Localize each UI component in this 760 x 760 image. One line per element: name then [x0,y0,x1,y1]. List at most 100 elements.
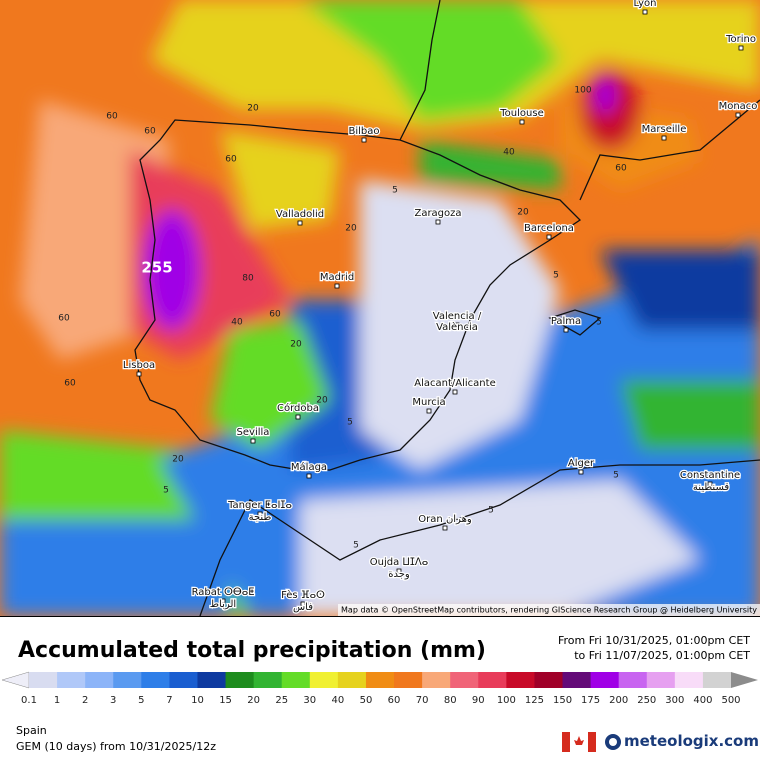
legend-swatch [646,672,676,688]
legend-label: 90 [472,695,485,706]
city-label: طنجة [249,512,272,523]
city-label: Valencia / [433,311,482,322]
city-label: Constantine [680,470,740,481]
legend-label: 80 [444,695,457,706]
city-marker [546,234,552,240]
contour-label: 5 [163,486,169,496]
legend-label: 40 [332,695,345,706]
logo-icon [605,734,621,750]
city-marker [361,137,367,143]
city-label: Fès ⴼⴰⵙ [281,589,325,601]
city-marker [426,408,432,414]
legend-label: 15 [219,695,232,706]
legend-label: 300 [665,695,684,706]
legend-label: 3 [110,695,116,706]
contour-label: 5 [392,186,398,196]
legend-arrow-high [731,672,758,688]
city-label: Oujda ⵡⵊⴷⴰ [370,557,429,568]
contour-label: 40 [503,148,515,158]
legend-label: 5 [138,695,144,706]
contour-label: 60 [615,164,627,174]
city-marker [642,9,648,15]
contour-label: 60 [269,310,281,320]
city-marker [578,469,584,475]
legend-label: 100 [497,695,516,706]
legend-label: 7 [166,695,172,706]
city-label: Lyon [633,0,656,9]
legend-swatch [590,672,620,688]
city-marker [250,438,256,444]
city-marker [136,371,142,377]
city-label: Valladolid [276,209,324,220]
contour-label: 5 [488,506,494,516]
contour-label: 20 [316,396,328,406]
legend-swatch [281,672,311,688]
contour-label: 80 [242,274,254,284]
legend-label: 60 [388,695,401,706]
legend-swatch [534,672,564,688]
legend-swatch [506,672,535,688]
city-label: Palma [551,316,581,327]
city-label: Málaga [291,461,327,473]
region: Spain [16,724,47,737]
city-marker [257,511,263,517]
legend-title: Accumulated total precipitation (mm) [18,638,486,663]
city-label: Madrid [320,272,354,283]
legend-swatch [674,672,704,688]
city-marker [735,112,741,118]
legend-swatch [29,672,58,688]
attribution-box [338,604,760,616]
city-marker [396,568,402,574]
legend-label: 20 [247,695,260,706]
legend-swatch [141,672,170,688]
city-marker [563,327,569,333]
contour-label: 5 [347,418,353,428]
city-label: Toulouse [499,108,543,119]
legend-swatch [309,672,339,688]
flag-canada [562,732,596,752]
legend-swatch [85,672,114,688]
legend-label: 125 [525,695,544,706]
legend-label: 400 [693,695,712,706]
city-marker [707,481,713,487]
attribution: Map data © OpenStreetMap contributors, r… [341,606,757,615]
city-marker [435,219,441,225]
city-label: قسنطينة [693,482,730,493]
color-legend: 0.1 1 2 3 5 7 10 15 20 25 30 40 50 60 70 80 90 100 125 150 1… [1,671,758,706]
contour-label: 20 [247,104,259,114]
city-label: Monaco [719,101,758,112]
legend-label: 70 [416,695,429,706]
contour-label: 60 [64,379,76,389]
legend-swatch [422,672,451,688]
legend-label: 0.1 [21,695,37,706]
legend-swatch [253,672,283,688]
legend-label: 200 [609,695,628,706]
legend-swatch [450,672,479,688]
legend-swatch [365,672,395,688]
city-marker [295,414,301,420]
city-marker [452,389,458,395]
precipitation-field [0,0,760,616]
legend-label: 30 [303,695,316,706]
date-from: From Fri 10/31/2025, 01:00pm CET [558,634,750,647]
city-label: Alacant/Alicante [414,378,495,389]
city-label: Oran وهران [418,514,472,525]
legend-label: 500 [721,695,740,706]
city-marker [454,322,460,328]
contour-label: 20 [290,340,302,350]
city-marker [442,525,448,531]
contour-label: 5 [353,541,359,551]
legend-label: 175 [581,695,600,706]
legend-swatch [225,672,255,688]
contour-label: 60 [58,314,70,324]
legend-label: 50 [360,695,373,706]
legend-label: 25 [275,695,288,706]
contour-label: 255 [141,259,172,277]
contour-label: 5 [553,271,559,281]
city-marker [738,45,744,51]
legend-label: 10 [191,695,204,706]
city-label: Marseille [642,124,687,135]
city-label: فاس [293,602,313,613]
city-label: Torino [725,34,756,45]
